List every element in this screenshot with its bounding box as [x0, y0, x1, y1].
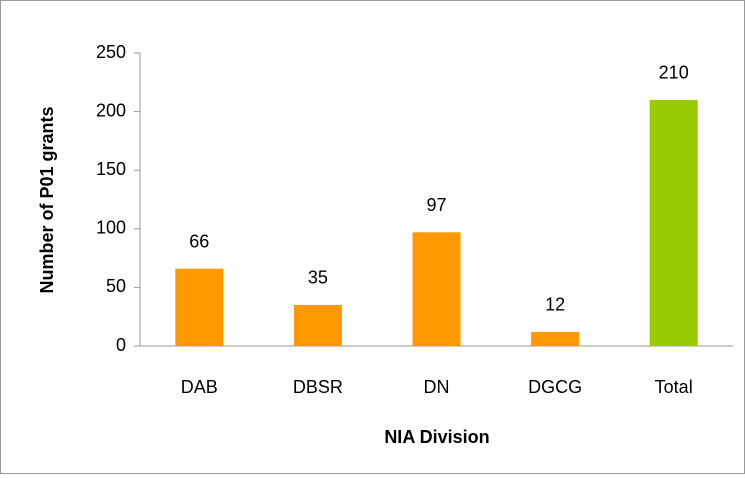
data-label: 12 [545, 295, 565, 315]
data-label: 97 [426, 195, 446, 215]
data-label: 66 [189, 231, 209, 251]
y-tick-label: 50 [106, 276, 126, 296]
x-tick-label: Total [655, 377, 693, 397]
x-tick-label: DBSR [293, 377, 343, 397]
x-axis-title: NIA Division [384, 427, 489, 447]
data-label: 35 [308, 268, 328, 288]
bar [649, 99, 698, 346]
y-tick-label: 200 [96, 100, 126, 120]
x-tick-label: DGCG [528, 377, 582, 397]
bar [175, 268, 224, 346]
y-tick-label: 100 [96, 218, 126, 238]
bar [412, 232, 461, 346]
y-axis-title: Number of P01 grants [37, 106, 57, 293]
data-label: 210 [659, 63, 689, 83]
y-tick-label: 0 [116, 335, 126, 355]
x-tick-label: DN [424, 377, 450, 397]
bar [531, 331, 580, 346]
bar [293, 304, 342, 346]
y-tick-label: 250 [96, 42, 126, 62]
y-tick-label: 150 [96, 159, 126, 179]
x-tick-label: DAB [181, 377, 218, 397]
